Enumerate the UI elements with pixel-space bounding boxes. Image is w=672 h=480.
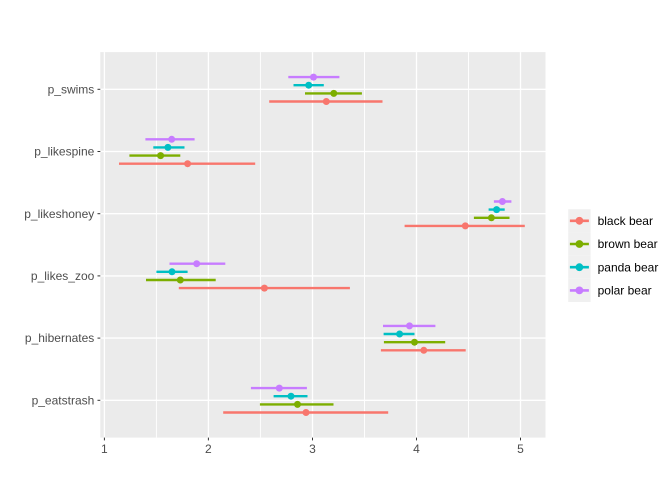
- svg-text:p_likespine: p_likespine: [34, 145, 94, 159]
- svg-text:3: 3: [309, 442, 316, 456]
- svg-text:p_eatstrash: p_eatstrash: [32, 393, 95, 407]
- svg-text:4: 4: [413, 442, 420, 456]
- svg-text:p_likes_zoo: p_likes_zoo: [31, 269, 95, 283]
- svg-text:p_swims: p_swims: [48, 82, 95, 96]
- svg-text:black bear: black bear: [598, 214, 653, 228]
- svg-text:p_likeshoney: p_likeshoney: [24, 207, 94, 221]
- svg-text:1: 1: [101, 442, 108, 456]
- svg-text:panda bear: panda bear: [598, 260, 659, 274]
- svg-text:2: 2: [205, 442, 212, 456]
- svg-text:5: 5: [517, 442, 524, 456]
- svg-text:polar bear: polar bear: [598, 284, 652, 298]
- svg-text:p_hibernates: p_hibernates: [25, 331, 94, 345]
- svg-text:brown bear: brown bear: [598, 237, 658, 251]
